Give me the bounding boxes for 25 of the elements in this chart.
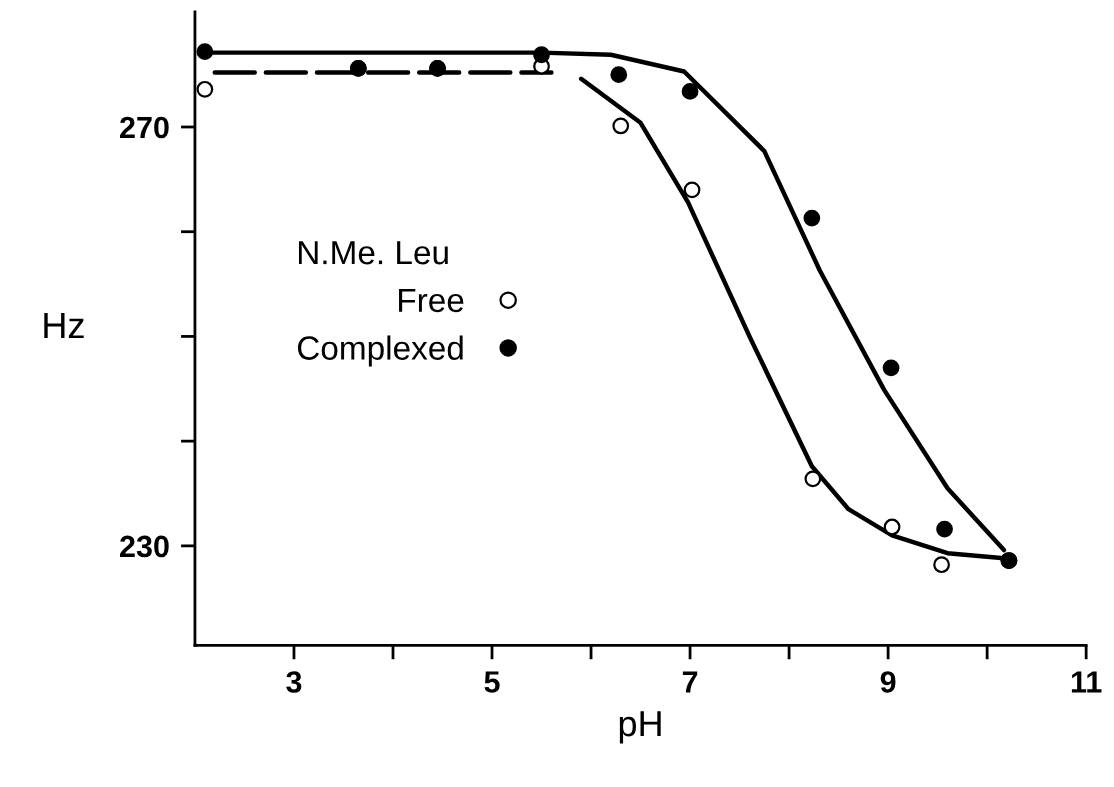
x-tick-label: 5 [484, 671, 500, 693]
point [883, 518, 901, 536]
x-tick-label: 11 [1071, 671, 1102, 693]
y-tick-label: 230 [120, 535, 169, 558]
point [804, 470, 822, 488]
y-axis-title: Hz [44, 313, 84, 338]
legend-label: Complexed [297, 335, 463, 367]
y-tick-label: 270 [120, 116, 169, 139]
x-tick-label: 3 [286, 671, 302, 693]
x-tick-label: 7 [682, 671, 698, 693]
point [610, 66, 628, 84]
point [933, 556, 950, 574]
point [681, 83, 699, 100]
point [803, 209, 821, 227]
point [882, 359, 900, 377]
x-tick-label: 9 [880, 671, 896, 693]
point [683, 181, 701, 199]
point [936, 520, 953, 538]
legend-title: N.Me. Leu [298, 241, 448, 265]
point [196, 80, 214, 98]
x-axis-title: pH [619, 711, 661, 744]
point [196, 43, 214, 60]
point [533, 46, 550, 64]
point [612, 117, 630, 135]
legend-label: Free [399, 288, 464, 313]
